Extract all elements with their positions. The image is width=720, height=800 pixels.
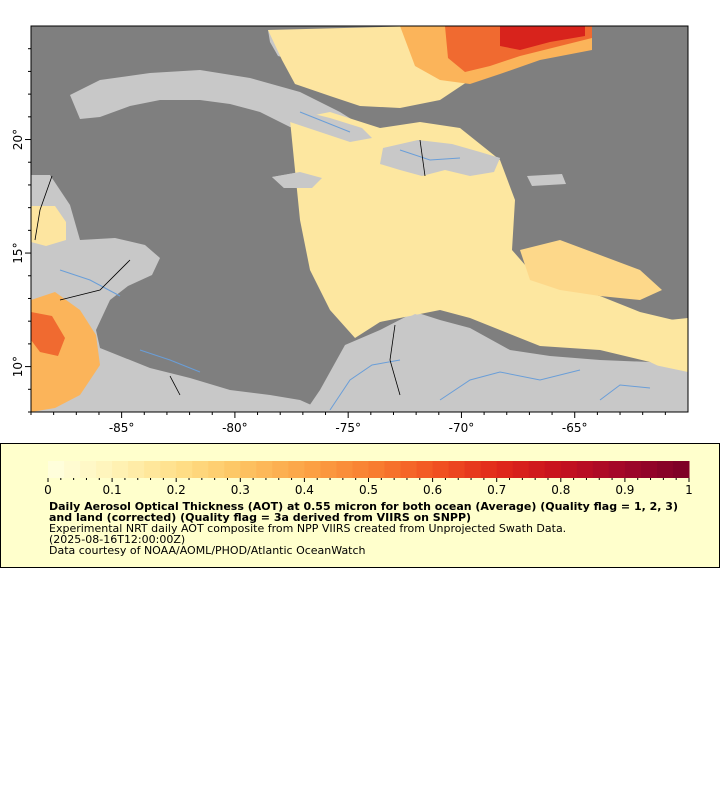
colorbar-swatch	[528, 461, 546, 478]
river-4	[59, 269, 121, 297]
legend-text: Daily Aerosol Optical Thickness (AOT) at…	[49, 501, 689, 556]
river-6	[299, 111, 351, 133]
colorbar-tick-label: 0.6	[423, 483, 442, 497]
colorbar-swatch	[240, 461, 257, 478]
colorbar-swatch	[400, 461, 418, 478]
border-3	[419, 139, 426, 177]
river-layer	[59, 111, 651, 411]
colorbar-swatch	[416, 461, 434, 478]
colorbar-swatch	[480, 461, 498, 478]
colorbar-tick-label: 0.8	[551, 483, 570, 497]
border-2	[59, 259, 131, 301]
colorbar-swatch	[128, 461, 145, 478]
river-3	[599, 384, 651, 401]
colorbar-swatch	[464, 461, 482, 478]
land-hispaniola-overlay	[380, 140, 500, 176]
lon-tick-label: -65°	[562, 421, 588, 435]
colorbar-tick-label: 0.3	[231, 483, 250, 497]
colorbar-tick-label: 0.2	[167, 483, 186, 497]
legend-line-2: (2025-08-16T12:00:00Z)	[49, 533, 186, 546]
river-1	[329, 359, 401, 411]
colorbar-swatch	[608, 461, 626, 478]
longitude-ticks: -85° -80° -75° -70° -65°	[30, 412, 666, 435]
land-central-america	[31, 175, 320, 412]
colorbar-swatch	[656, 461, 674, 478]
land-south-america-overlay	[305, 314, 688, 412]
border-4	[389, 324, 401, 396]
border-1	[34, 175, 53, 241]
colorbar-swatch	[432, 461, 450, 478]
colorbar-swatches	[48, 461, 690, 478]
colorbar-tick-label: 0.7	[487, 483, 506, 497]
colorbar-tick-label: 1	[685, 483, 693, 497]
aot-map: -85° -80° -75° -70° -65° 20° 15° 10°	[11, 25, 689, 435]
colorbar-swatch	[80, 461, 97, 478]
lon-tick-label: -75°	[335, 421, 361, 435]
colorbar-tick-label: 0.1	[103, 483, 122, 497]
colorbar-swatch	[304, 461, 321, 478]
colorbar-swatch	[288, 461, 305, 478]
land-puerto-rico	[527, 174, 566, 186]
colorbar-swatch	[448, 461, 466, 478]
colorbar-swatch	[64, 461, 81, 478]
aot-data-layer	[31, 26, 688, 412]
colorbar-swatch	[352, 461, 369, 478]
colorbar-swatch	[592, 461, 610, 478]
colorbar-swatch	[336, 461, 353, 478]
legend-panel: 0 0.1 0.2 0.3 0.4 0.5 0.6 0.7 0.8 0.9 1 Daily Aero…	[0, 443, 720, 568]
lon-tick-label: -70°	[449, 421, 475, 435]
colorbar-swatch	[256, 461, 273, 478]
colorbar-swatch	[48, 461, 65, 478]
colorbar-swatch	[224, 461, 241, 478]
aot-east-patch	[520, 240, 662, 300]
map-frame	[30, 25, 689, 413]
colorbar-swatch	[96, 461, 113, 478]
lat-tick-label: 15°	[11, 242, 25, 263]
colorbar-swatch	[368, 461, 386, 478]
land-jamaica-overlay	[272, 172, 322, 188]
river-5	[139, 349, 201, 373]
aot-plume-core	[500, 26, 585, 50]
colorbar-tick-label: 0.4	[295, 483, 314, 497]
colorbar-swatch	[192, 461, 209, 478]
colorbar-tick-label: 0.5	[359, 483, 378, 497]
land-overlay	[272, 108, 688, 412]
legend-line-3: Data courtesy of NOAA/AOML/PHOD/Atlantic…	[49, 544, 366, 557]
colorbar-swatch	[560, 461, 578, 478]
lat-tick-label: 20°	[11, 129, 25, 150]
colorbar-swatch	[208, 461, 225, 478]
colorbar-swatch	[272, 461, 289, 478]
aot-honduras-core	[31, 312, 65, 356]
colorbar-swatch	[176, 461, 193, 478]
colorbar-swatch	[144, 461, 161, 478]
legend-title: Daily Aerosol Optical Thickness (AOT) at…	[49, 500, 678, 524]
colorbar-swatch	[112, 461, 129, 478]
colorbar-swatch	[640, 461, 658, 478]
river-7	[399, 149, 461, 161]
map-panel: -85° -80° -75° -70° -65° 20° 15° 10°	[11, 25, 689, 435]
lat-tick-label: 10°	[11, 356, 25, 377]
colorbar-swatch	[576, 461, 594, 478]
aot-main-patch	[290, 112, 688, 380]
colorbar-swatch	[160, 461, 177, 478]
lon-tick-label: -85°	[109, 421, 135, 435]
latitude-ticks: 20° 15° 10°	[11, 48, 31, 413]
colorbar-swatch	[320, 461, 337, 478]
colorbar-swatch	[544, 461, 562, 478]
colorbar-swatch	[512, 461, 530, 478]
colorbar-swatch	[672, 461, 690, 478]
colorbar-tick-label: 0	[44, 483, 52, 497]
colorbar: 0 0.1 0.2 0.3 0.4 0.5 0.6 0.7 0.8 0.9 1	[44, 461, 693, 497]
legend-line-1: Experimental NRT daily AOT composite fro…	[49, 522, 567, 535]
river-2	[439, 369, 581, 401]
colorbar-swatch	[496, 461, 514, 478]
colorbar-swatch	[384, 461, 402, 478]
lon-tick-label: -80°	[222, 421, 248, 435]
border-layer	[34, 139, 426, 396]
colorbar-tick-label: 0.9	[615, 483, 634, 497]
aot-belize-patch	[31, 206, 66, 246]
colorbar-swatch	[624, 461, 642, 478]
colorbar-ticks: 0 0.1 0.2 0.3 0.4 0.5 0.6 0.7 0.8 0.9 1	[44, 478, 693, 497]
border-5	[169, 375, 181, 396]
